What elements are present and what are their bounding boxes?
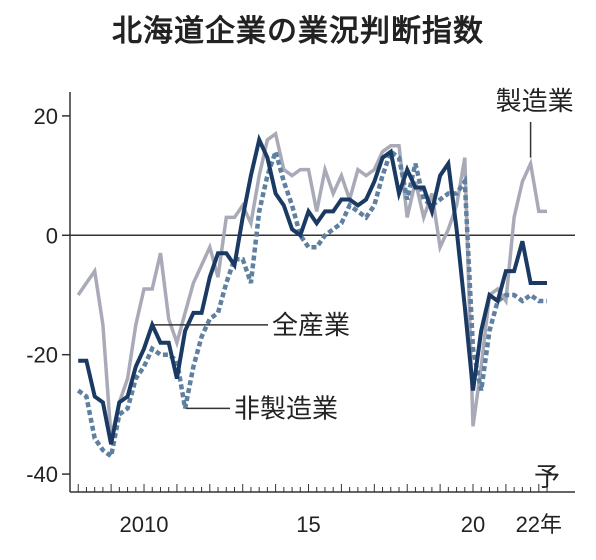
x-tick-label: 22年: [516, 512, 562, 537]
x-tick-label: 20: [461, 512, 485, 537]
x-tick-label: 2010: [120, 512, 169, 537]
y-tick-label: -40: [26, 462, 58, 487]
series-layer: [76, 130, 547, 461]
y-tick-label: -20: [26, 343, 58, 368]
series-line: [76, 130, 547, 439]
series-line: [76, 144, 547, 461]
series-line: [78, 133, 547, 445]
series-label: 非製造業: [234, 394, 338, 424]
series-label: 製造業: [496, 87, 574, 117]
chart-title: 北海道企業の業況判断指数: [112, 14, 484, 49]
y-tick-label: 0: [46, 223, 58, 248]
y-tick-label: 20: [34, 104, 58, 129]
series-label: 全産業: [272, 311, 350, 341]
forecast-label: 予: [534, 463, 560, 493]
x-tick-label: 15: [296, 512, 320, 537]
